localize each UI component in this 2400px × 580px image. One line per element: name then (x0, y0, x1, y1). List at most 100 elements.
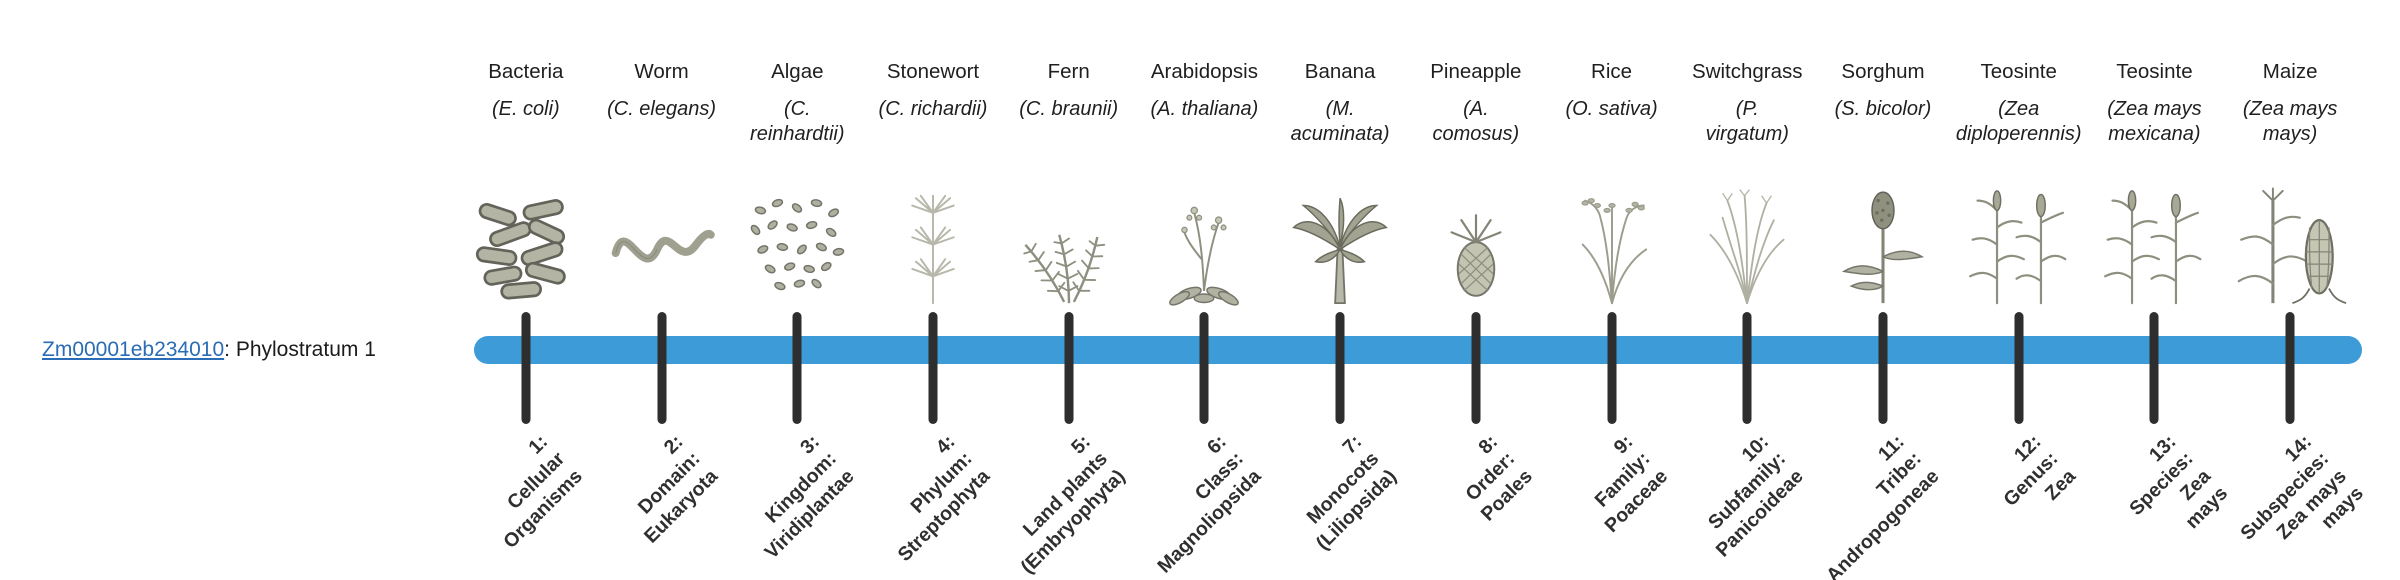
phylostratum-tick (792, 312, 802, 424)
organism-names: Pineapple (A. comosus) (1394, 60, 1558, 147)
phylostratum-tick (1471, 312, 1481, 424)
organism-names: Arabidopsis (A. thaliana) (1122, 60, 1286, 122)
rank-label: 2: Domain: Eukaryota (634, 430, 723, 548)
teosinte-mexicana-icon (2093, 168, 2215, 308)
rice-icon (1551, 168, 1673, 308)
organism-common-name: Algae (771, 60, 824, 83)
rank-label: 10: Subfamily: Panicoideae (1704, 430, 1809, 562)
organism-names: Algae (C. reinhardtii) (715, 60, 879, 147)
organism-column: Stonewort (C. richardii) 4: Phylum: Stre… (865, 0, 1001, 580)
organism-column: Pineapple (A. comosus) 8: Order: Poales (1408, 0, 1544, 580)
organism-column: Switchgrass (P. virgatum) 10: Subfamily:… (1679, 0, 1815, 580)
organism-names: Stonewort (C. richardii) (851, 60, 1015, 122)
maize-icon (2229, 168, 2351, 308)
rank-label: 4: Phylum: Streptophyta (893, 430, 994, 566)
organism-scientific-name: (O. sativa) (1565, 98, 1658, 120)
organism-column: Maize (Zea mays mays) 14: Subspecies: Ze… (2222, 0, 2368, 580)
phylostratum-tick (2285, 312, 2295, 424)
organism-names: Switchgrass (P. virgatum) (1665, 60, 1829, 147)
organism-scientific-name: (Zea diploperennis) (1955, 98, 2082, 145)
switchgrass-icon (1686, 168, 1808, 308)
organism-names: Sorghum (S. bicolor) (1801, 60, 1965, 122)
rank-label: 1: Cellular Organisms (498, 430, 587, 553)
organism-common-name: Rice (1591, 60, 1633, 83)
organism-names: Teosinte (Zea mays mexicana) (2072, 60, 2236, 147)
organism-scientific-name: (C. reinhardtii) (750, 98, 845, 145)
organism-names: Worm (C. elegans) (580, 60, 744, 122)
banana-icon (1279, 168, 1401, 308)
phylostratum-tick (2014, 312, 2024, 424)
organism-column: Fern (C. braunii) 5: Land plants (Embryo… (1001, 0, 1137, 580)
rank-label: 9: Family: Poaceae (1591, 430, 1673, 537)
rank-label: 14: Subspecies: Zea mays mays (2236, 430, 2369, 545)
bacteria-icon (465, 168, 587, 308)
phylostratum-label-text: : Phylostratum 1 (224, 338, 376, 361)
pineapple-icon (1415, 168, 1537, 308)
organism-common-name: Maize (2262, 60, 2318, 83)
organism-column: Teosinte (Zea diploperennis) 12: Genus: … (1951, 0, 2087, 580)
arabidopsis-icon (1143, 168, 1265, 308)
organism-common-name: Teosinte (2116, 60, 2193, 83)
organism-common-name: Bacteria (488, 60, 564, 83)
organism-names: Teosinte (Zea diploperennis) (1937, 60, 2101, 147)
gene-label: Zm00001eb234010: Phylostratum 1 (42, 338, 376, 362)
phylostratum-tick (657, 312, 667, 424)
sorghum-icon (1822, 168, 1944, 308)
rank-label: 5: Land plants (Embryophyta) (1016, 430, 1130, 579)
organism-scientific-name: (E. coli) (491, 98, 560, 120)
worm-icon (601, 168, 723, 308)
phylostratum-tick (521, 312, 531, 424)
organism-scientific-name: (A. thaliana) (1150, 98, 1259, 120)
organism-column: Arabidopsis (A. thaliana) 6: Class: Magn… (1137, 0, 1273, 580)
organism-common-name: Banana (1304, 60, 1376, 83)
organism-column: Banana (M. acuminata) 7: Monocots (Lilio… (1272, 0, 1408, 580)
organism-names: Maize (Zea mays mays) (2208, 60, 2372, 147)
organism-names: Bacteria (E. coli) (444, 60, 608, 122)
rank-label: 7: Monocots (Liliopsida) (1302, 430, 1401, 555)
organism-scientific-name: (Zea mays mays) (2242, 98, 2338, 145)
phylostratum-tick (1742, 312, 1752, 424)
phylostratum-tick (2149, 312, 2159, 424)
organism-column: Algae (C. reinhardtii) 3: Kingdom: Virid… (729, 0, 865, 580)
organism-common-name: Worm (634, 60, 689, 83)
organism-scientific-name: (C. braunii) (1019, 98, 1119, 120)
organism-scientific-name: (P. virgatum) (1705, 98, 1789, 145)
organism-scientific-name: (M. acuminata) (1290, 98, 1390, 145)
phylostratum-tick (928, 312, 938, 424)
algae-icon (736, 168, 858, 308)
teosinte-diploperennis-icon (1958, 168, 2080, 308)
rank-label: 3: Kingdom: Viridiplantae (759, 430, 859, 564)
organism-scientific-name: (S. bicolor) (1834, 98, 1932, 120)
organism-common-name: Teosinte (1980, 60, 2057, 83)
organism-names: Banana (M. acuminata) (1258, 60, 1422, 147)
phylostratum-tick (1607, 312, 1617, 424)
stonewort-icon (872, 168, 994, 308)
organism-column: Worm (C. elegans) 2: Domain: Eukaryota (594, 0, 730, 580)
rank-label: 8: Order: Poales (1461, 430, 1537, 526)
rank-label: 6: Class: Magnoliopsida (1153, 430, 1266, 578)
organism-scientific-name: (C. richardii) (878, 98, 988, 120)
phylostratum-tick (1064, 312, 1074, 424)
organism-column: Rice (O. sativa) 9: Family: Poaceae (1544, 0, 1680, 580)
organism-common-name: Fern (1047, 60, 1090, 83)
phylostratum-tick (1878, 312, 1888, 424)
phylostratum-tick (1199, 312, 1209, 424)
organism-names: Fern (C. braunii) (987, 60, 1151, 122)
gene-id-link[interactable]: Zm00001eb234010 (42, 338, 225, 361)
organism-names: Rice (O. sativa) (1530, 60, 1694, 122)
rank-label: 12: Genus: Zea (1999, 430, 2080, 512)
fern-icon (1008, 168, 1130, 308)
organism-column: Bacteria (E. coli) 1: Cellular Organisms (458, 0, 594, 580)
organism-scientific-name: (A. comosus) (1432, 98, 1520, 145)
organism-common-name: Pineapple (1430, 60, 1522, 83)
organism-common-name: Switchgrass (1692, 60, 1803, 83)
organism-common-name: Stonewort (886, 60, 980, 83)
organism-scientific-name: (Zea mays mexicana) (2107, 98, 2202, 145)
phylostratum-tick (1335, 312, 1345, 424)
phylostratum-bar (474, 336, 2362, 364)
organism-common-name: Arabidopsis (1150, 60, 1258, 83)
rank-label: 13: Species: Zea mays (2125, 430, 2233, 534)
organism-scientific-name: (C. elegans) (607, 98, 717, 120)
organism-column: Teosinte (Zea mays mexicana) 13: Species… (2087, 0, 2232, 580)
